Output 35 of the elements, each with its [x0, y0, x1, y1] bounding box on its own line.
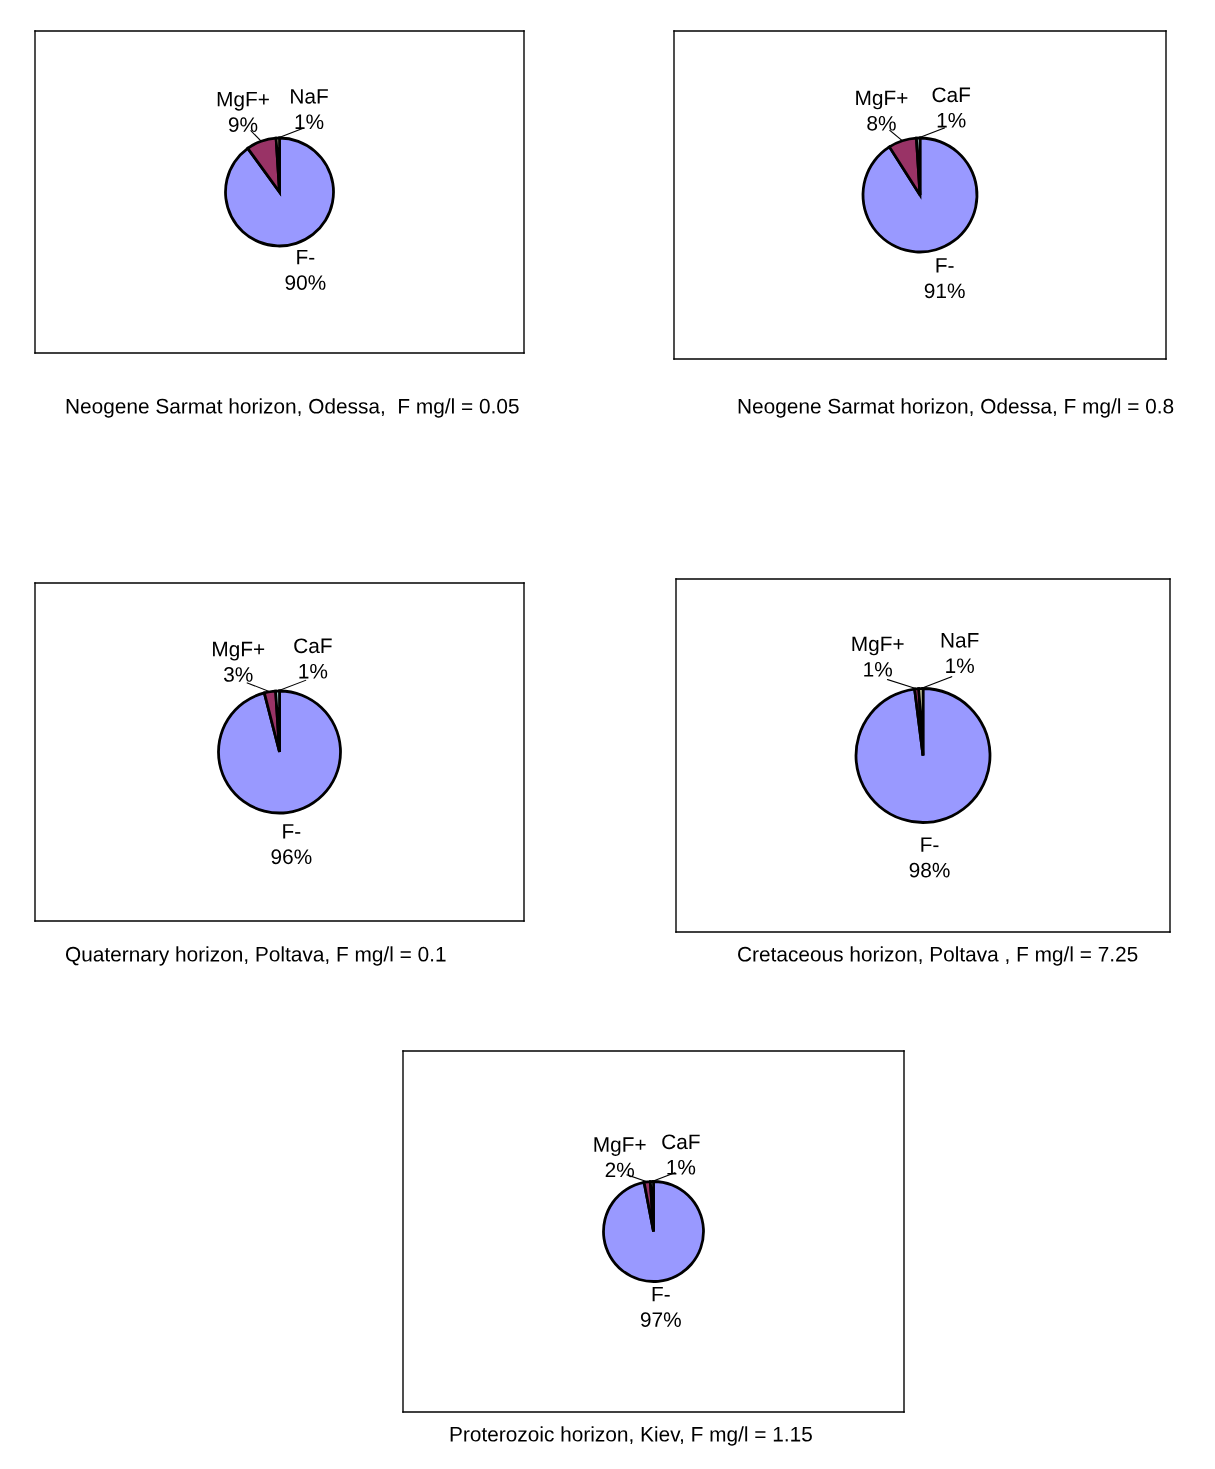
slice-label: NaF	[941, 633, 979, 648]
data-label: 3%	[223, 667, 253, 682]
data-label: 97%	[640, 1312, 681, 1327]
data-label: 91%	[924, 283, 965, 299]
data-label: 1%	[937, 112, 966, 128]
text: Neogene Sarmat horizon, Odessa, F mg/l = 0.8	[738, 398, 1174, 418]
slice-label: F-	[283, 824, 301, 839]
slice-label: F-	[921, 837, 939, 852]
slice-label: CaF	[662, 1134, 700, 1150]
slice-label: F-	[652, 1286, 670, 1302]
text: Proterozoic horizon, Kiev, F mg/l = 1.15	[450, 1426, 812, 1446]
slice-label: NaF	[291, 89, 328, 104]
slice-label: MgF+	[594, 1137, 646, 1156]
data-label: 90%	[285, 275, 326, 290]
data-label: 1%	[295, 114, 324, 130]
data-label: 98%	[909, 862, 950, 878]
slice-label: CaF	[932, 87, 971, 103]
slice-label: F-	[936, 258, 954, 273]
data-label: 1%	[946, 658, 974, 674]
slice-label: MgF+	[217, 92, 269, 111]
data-label: 1%	[667, 1159, 696, 1175]
data-label: 96%	[271, 849, 312, 865]
data-label: 1%	[299, 663, 328, 679]
slice-label: CaF	[294, 638, 332, 654]
text: Quaternary horizon, Poltava, F mg/l = 0.1	[65, 946, 446, 966]
slice-label: MgF+	[852, 636, 904, 656]
slice-label: MgF+	[856, 90, 908, 110]
data-label: 8%	[867, 115, 896, 131]
data-label: 9%	[228, 117, 258, 133]
slice-label: MgF+	[213, 641, 265, 661]
slice-label: F-	[297, 249, 315, 265]
data-label: 1%	[864, 662, 893, 677]
text: Neogene Sarmat horizon, Odessa, F mg/l = 0.05	[66, 398, 519, 418]
data-label: 2%	[605, 1162, 634, 1178]
text: Cretaceous horizon, Poltava , F mg/l = 7.25	[738, 946, 1138, 966]
